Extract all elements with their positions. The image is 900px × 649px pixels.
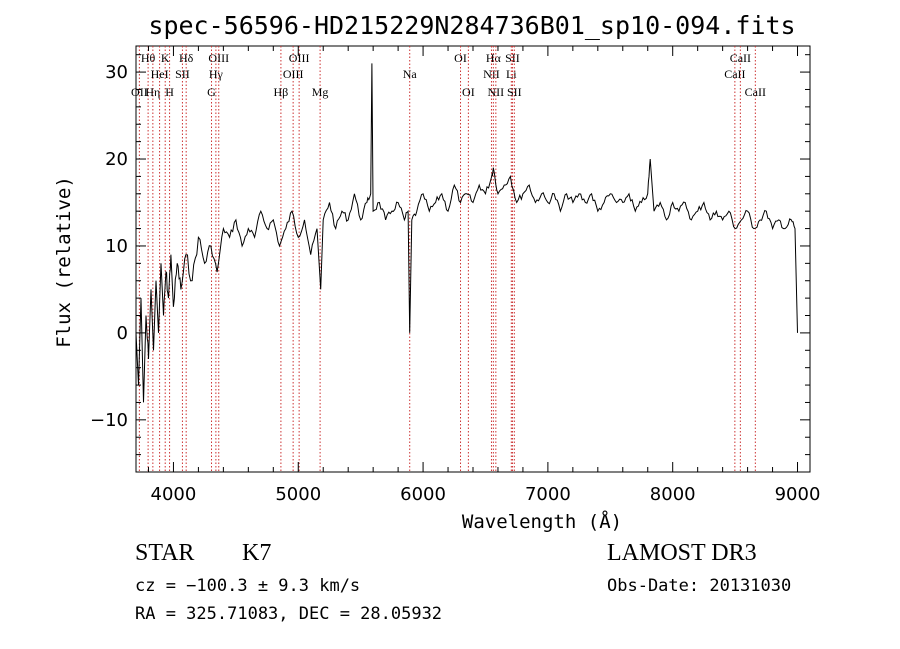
line-label: SII xyxy=(175,67,190,81)
y-tick-label: 20 xyxy=(105,149,128,170)
line-label: Mg xyxy=(312,85,329,99)
chart-title: spec-56596-HD215229N284736B01_sp10-094.f… xyxy=(148,11,795,40)
line-label: CaII xyxy=(724,67,745,81)
plot-frame xyxy=(135,45,811,473)
line-label: Hθ xyxy=(141,51,156,65)
line-label: K xyxy=(161,51,170,65)
obs-date-text: Obs-Date: 20131030 xyxy=(607,576,791,596)
line-label: G xyxy=(207,85,216,99)
x-tick-label: 7000 xyxy=(525,484,571,505)
plot-area: OIIHθHηHeIKHSIIHδGHγOIIIHβOIIIOIIIMgNaOI… xyxy=(90,45,820,505)
line-label: OIII xyxy=(208,51,229,65)
coordinates-text: RA = 325.71083, DEC = 28.05932 xyxy=(135,604,442,624)
x-tick-label: 4000 xyxy=(151,484,197,505)
y-axis-label: Flux (relative) xyxy=(53,176,75,348)
line-label: Hδ xyxy=(179,51,194,65)
x-axis-label: Wavelength (Å) xyxy=(462,510,622,533)
x-tick-label: 8000 xyxy=(650,484,696,505)
redshift-text: cz = −100.3 ± 9.3 km/s xyxy=(135,576,360,596)
line-label: NII xyxy=(488,85,505,99)
object-subclass: K7 xyxy=(242,540,271,566)
line-label: NII xyxy=(483,67,500,81)
line-label: CaII xyxy=(730,51,751,65)
line-label: OIII xyxy=(289,51,310,65)
line-label: H xyxy=(165,85,174,99)
emission-line-markers: OIIHθHηHeIKHSIIHδGHγOIIIHβOIIIOIIIMgNaOI… xyxy=(131,46,766,472)
spectrum-line xyxy=(135,63,798,403)
line-label: OI xyxy=(462,85,475,99)
line-label: Na xyxy=(403,67,418,81)
line-label: Hα xyxy=(486,51,502,65)
y-tick-label: −10 xyxy=(90,410,128,431)
x-tick-label: 9000 xyxy=(775,484,821,505)
line-label: Hβ xyxy=(274,85,289,99)
info-panel: STAR K7 LAMOST DR3 cz = −100.3 ± 9.3 km/… xyxy=(135,540,791,624)
line-label: Li xyxy=(506,67,517,81)
line-label: SII xyxy=(505,51,520,65)
line-label: OIII xyxy=(283,67,304,81)
survey-name: LAMOST DR3 xyxy=(607,540,757,566)
axis-ticks: 4000 5000 6000 7000 8000 9000 −10 0 10 20 30 xyxy=(90,46,820,505)
line-label: SII xyxy=(507,85,522,99)
x-tick-label: 5000 xyxy=(275,484,321,505)
line-label: OI xyxy=(454,51,467,65)
y-tick-label: 0 xyxy=(117,323,128,344)
y-tick-label: 30 xyxy=(105,62,128,83)
line-label: HeI xyxy=(151,67,169,81)
line-label: OII xyxy=(131,85,148,99)
x-tick-label: 6000 xyxy=(400,484,446,505)
line-label: Hη xyxy=(145,85,160,99)
object-class: STAR xyxy=(135,540,194,566)
line-label: CaII xyxy=(745,85,766,99)
line-label: Hγ xyxy=(209,67,224,81)
y-tick-label: 10 xyxy=(105,236,128,257)
